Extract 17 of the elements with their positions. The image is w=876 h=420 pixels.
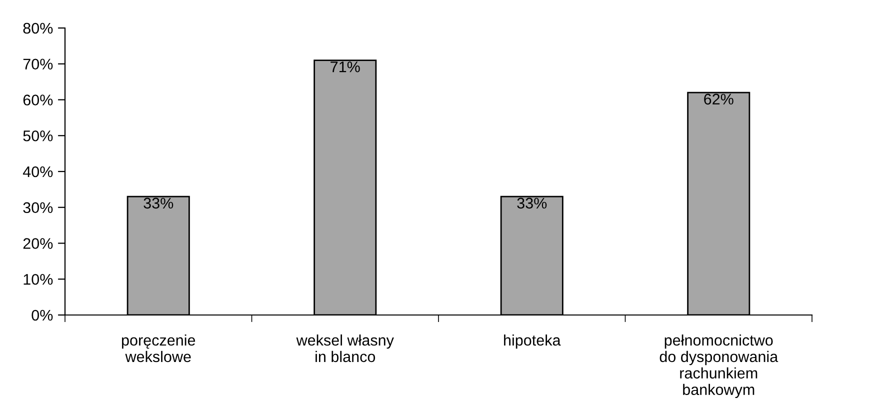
- data-label: 62%: [704, 94, 734, 105]
- y-tick-label: 20%: [23, 238, 53, 249]
- y-tick-label: 80%: [23, 22, 53, 34]
- x-tick-label: weksel własny in blanco: [296, 334, 394, 362]
- y-tick-label: 50%: [23, 130, 53, 142]
- x-tick-label: poręczenie wekslowe: [122, 334, 196, 362]
- y-tick-label: 30%: [23, 202, 53, 214]
- x-tick-label: pełnomocnictwo do dysponowania rachunkiem bankowym: [660, 334, 778, 398]
- data-label: 33%: [144, 198, 174, 209]
- y-tick-label: 60%: [23, 94, 53, 106]
- x-tick-label: hipoteka: [504, 334, 561, 349]
- y-tick-label: 10%: [24, 274, 53, 285]
- y-tick-label: 70%: [23, 58, 53, 70]
- data-label: 33%: [517, 198, 547, 209]
- data-label: 71%: [330, 62, 360, 72]
- y-tick-label: 40%: [22, 166, 53, 178]
- y-tick-label: 0%: [32, 310, 53, 321]
